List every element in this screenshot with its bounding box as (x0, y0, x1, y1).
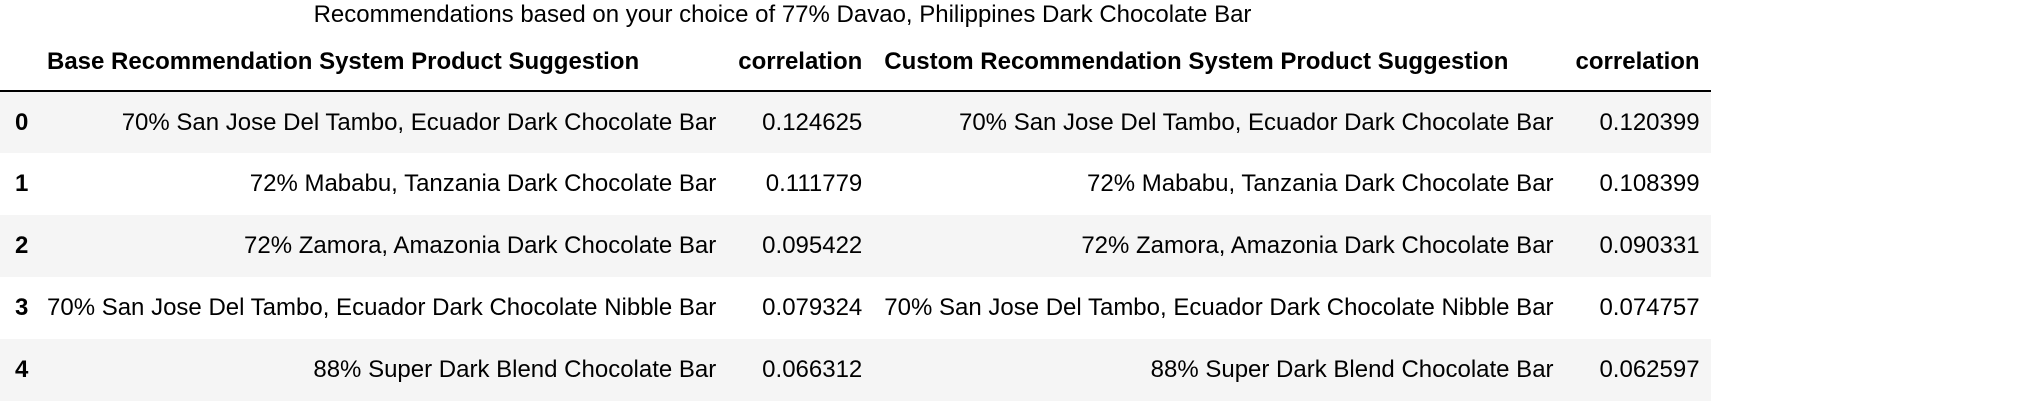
custom-correlation-header: correlation (1564, 34, 1711, 92)
header-row: Base Recommendation System Product Sugge… (0, 34, 1711, 92)
custom-correlation-cell: 0.074757 (1599, 294, 1700, 321)
custom-suggestion-cell: 70% San Jose Del Tambo, Ecuador Dark Cho… (958, 108, 1554, 136)
table-row: 0 70% San Jose Del Tambo, Ecuador Dark C… (0, 91, 1711, 153)
table-row: 4 88% Super Dark Blend Chocolate Bar 0.0… (0, 339, 1711, 401)
base-suggestion-cell: 72% Mababu, Tanzania Dark Chocolate Bar (249, 170, 717, 197)
base-correlation-cell: 0.111779 (765, 170, 863, 197)
custom-correlation-cell: 0.090331 (1599, 232, 1700, 259)
table-caption: Recommendations based on your choice of … (313, 1, 1252, 28)
base-correlation-header: correlation (727, 34, 874, 92)
custom-suggestion-header: Custom Recommendation System Product Sug… (873, 34, 1565, 92)
custom-suggestion-cell: 70% San Jose Del Tambo, Ecuador Dark Cho… (884, 294, 1554, 321)
table-row: 3 70% San Jose Del Tambo, Ecuador Dark C… (0, 277, 1711, 339)
dataframe-container: Base Recommendation System Product Sugge… (0, 34, 2020, 401)
base-correlation-cell: 0.095422 (762, 232, 863, 259)
custom-correlation-cell: 0.108399 (1599, 170, 1700, 197)
base-correlation-cell: 0.066312 (762, 356, 863, 383)
custom-correlation-cell: 0.120399 (1599, 108, 1700, 136)
base-suggestion-cell: 70% San Jose Del Tambo, Ecuador Dark Cho… (121, 108, 717, 136)
custom-suggestion-cell: 72% Mababu, Tanzania Dark Chocolate Bar (1087, 170, 1554, 197)
table-row: 1 72% Mababu, Tanzania Dark Chocolate Ba… (0, 153, 1711, 215)
row-index: 2 (15, 232, 29, 259)
index-header (0, 34, 36, 92)
base-correlation-cell: 0.124625 (762, 108, 863, 136)
custom-suggestion-cell: 88% Super Dark Blend Chocolate Bar (1150, 356, 1554, 383)
row-index: 3 (15, 294, 29, 321)
custom-correlation-cell: 0.062597 (1599, 356, 1700, 383)
row-index: 4 (15, 356, 29, 383)
base-correlation-cell: 0.079324 (762, 294, 863, 321)
base-suggestion-cell: 70% San Jose Del Tambo, Ecuador Dark Cho… (47, 294, 717, 321)
base-suggestion-header: Base Recommendation System Product Sugge… (36, 34, 728, 92)
table-row: 2 72% Zamora, Amazonia Dark Chocolate Ba… (0, 215, 1711, 277)
custom-suggestion-cell: 72% Zamora, Amazonia Dark Chocolate Bar (1081, 232, 1554, 259)
recommendations-table: Base Recommendation System Product Sugge… (0, 34, 1711, 401)
base-suggestion-cell: 88% Super Dark Blend Chocolate Bar (313, 356, 717, 383)
row-index: 1 (15, 170, 29, 197)
row-index: 0 (15, 108, 29, 136)
base-suggestion-cell: 72% Zamora, Amazonia Dark Chocolate Bar (244, 232, 717, 259)
